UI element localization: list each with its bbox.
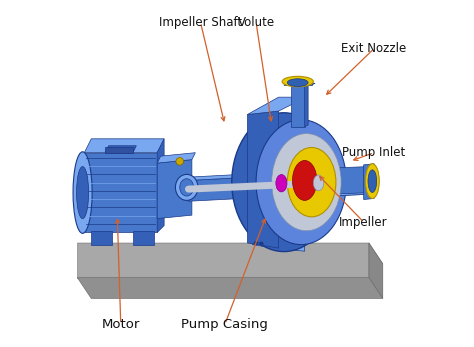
Ellipse shape <box>292 160 317 200</box>
Ellipse shape <box>272 134 341 231</box>
Text: Pump Inlet: Pump Inlet <box>342 146 406 159</box>
Polygon shape <box>253 215 266 245</box>
Ellipse shape <box>254 241 258 245</box>
Text: Exit Nozzle: Exit Nozzle <box>341 42 407 55</box>
Polygon shape <box>157 160 192 219</box>
Polygon shape <box>369 243 383 298</box>
Ellipse shape <box>176 158 183 165</box>
Ellipse shape <box>365 164 379 198</box>
Ellipse shape <box>313 175 324 191</box>
Polygon shape <box>326 167 369 196</box>
Polygon shape <box>157 139 164 232</box>
Ellipse shape <box>73 152 92 234</box>
Polygon shape <box>77 243 369 278</box>
Polygon shape <box>91 231 112 245</box>
Polygon shape <box>291 80 305 127</box>
Polygon shape <box>105 146 137 153</box>
Polygon shape <box>326 193 371 196</box>
Text: Pump Casing: Pump Casing <box>182 318 268 331</box>
Polygon shape <box>284 80 311 85</box>
Polygon shape <box>364 164 374 200</box>
Text: Impeller Shaft: Impeller Shaft <box>159 16 242 29</box>
Polygon shape <box>157 153 195 163</box>
Ellipse shape <box>259 242 264 245</box>
Text: Motor: Motor <box>101 318 140 331</box>
Polygon shape <box>77 278 383 298</box>
Polygon shape <box>84 153 157 232</box>
Polygon shape <box>284 83 315 85</box>
Ellipse shape <box>76 167 89 219</box>
Polygon shape <box>305 78 308 127</box>
Ellipse shape <box>232 113 336 252</box>
Ellipse shape <box>282 76 313 87</box>
Polygon shape <box>189 177 255 201</box>
Ellipse shape <box>276 175 287 192</box>
Polygon shape <box>84 139 164 153</box>
Ellipse shape <box>180 179 193 196</box>
Text: Impeller: Impeller <box>339 215 388 229</box>
Polygon shape <box>105 147 133 153</box>
Polygon shape <box>133 231 154 245</box>
Polygon shape <box>253 239 275 248</box>
Polygon shape <box>189 174 258 180</box>
Polygon shape <box>77 243 383 264</box>
Ellipse shape <box>175 175 198 200</box>
Polygon shape <box>247 97 306 115</box>
Ellipse shape <box>287 147 336 217</box>
Polygon shape <box>284 229 294 249</box>
Ellipse shape <box>368 170 377 193</box>
Ellipse shape <box>287 79 308 86</box>
Ellipse shape <box>256 120 346 245</box>
Polygon shape <box>284 245 305 251</box>
Text: Volute: Volute <box>237 16 274 29</box>
Polygon shape <box>247 111 279 248</box>
